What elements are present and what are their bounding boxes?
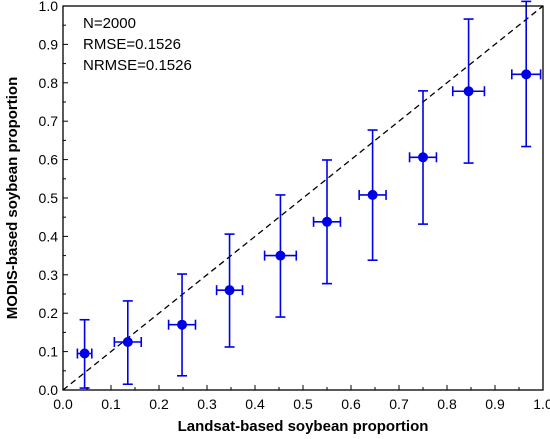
y-tick-label: 0.8 [39, 75, 59, 91]
ticks-layer: 0.0 0.1 0.2 0.3 0.4 0.5 0.6 0.7 0.8 0.9 1.0 0.0 0.1 0… [39, 0, 550, 412]
x-tick-label: 0.7 [389, 396, 409, 412]
data-point-group [510, 0, 542, 148]
data-point [521, 69, 532, 80]
y-tick-label: 0.7 [39, 113, 59, 129]
y-tick-label: 0.2 [39, 305, 59, 321]
stat-annotation: N=2000 [83, 15, 136, 32]
y-tick-label: 0.4 [39, 228, 59, 244]
y-tick-label: 0.9 [39, 36, 59, 52]
data-point [418, 152, 428, 163]
x-tick-label: 0.9 [485, 396, 505, 412]
x-tick-label: 0.3 [197, 396, 217, 412]
data-point [224, 285, 235, 296]
y-tick-label: 0.6 [39, 152, 59, 168]
data-point-group [408, 90, 438, 225]
annotations: N=2000 RMSE=0.1526 NRMSE=0.1526 [83, 15, 192, 74]
data-point [322, 216, 332, 227]
data-point [367, 189, 378, 200]
x-axis-title: Landsat-based soybean proportion [178, 418, 429, 435]
y-tick-label: 0.1 [39, 344, 59, 360]
y-axis-title: MODIS-based soybean proportion [4, 77, 21, 320]
stat-annotation: RMSE=0.1526 [83, 36, 181, 53]
data-point-group [215, 233, 244, 348]
data-point [275, 250, 286, 261]
x-tick-label: 0.1 [101, 396, 121, 412]
y-tick-label: 0.3 [39, 267, 59, 283]
x-tick-label: 0.6 [341, 396, 361, 412]
data-point [177, 319, 188, 330]
data-point-group [113, 300, 143, 386]
data-point-group [312, 159, 342, 285]
y-tick-label: 0.0 [39, 382, 59, 398]
x-tick-label: 0.4 [245, 396, 265, 412]
points-layer [76, 0, 542, 389]
x-tick-label: 0.8 [437, 396, 457, 412]
x-tick-label: 0.0 [53, 396, 73, 412]
x-tick-label: 0.5 [293, 396, 313, 412]
stat-annotation: NRMSE=0.1526 [83, 57, 192, 74]
reference-line-1to1 [62, 5, 544, 391]
data-point-group [263, 194, 298, 318]
data-point [122, 337, 133, 347]
data-point-group [167, 273, 197, 377]
y-tick-label: 1.0 [39, 0, 59, 14]
data-point-group [451, 18, 486, 164]
reference-line-layer [62, 5, 544, 391]
data-point [79, 348, 90, 359]
y-tick-label: 0.5 [39, 190, 59, 206]
x-tick-label: 0.2 [149, 396, 169, 412]
data-point [463, 86, 474, 97]
data-point-group [76, 318, 93, 389]
data-point-group [358, 129, 387, 262]
x-tick-label: 1.0 [533, 396, 550, 412]
